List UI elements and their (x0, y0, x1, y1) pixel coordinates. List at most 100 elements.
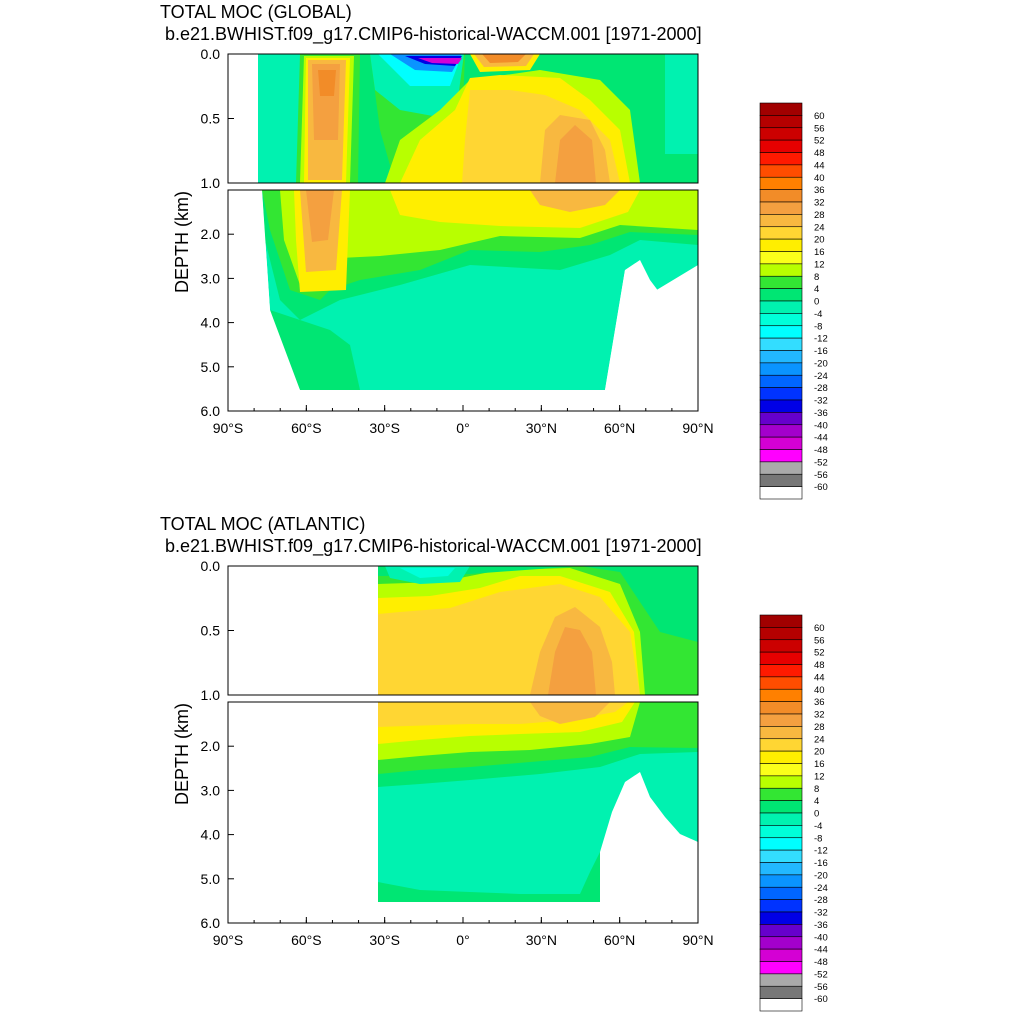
colorbar-label: -60 (814, 994, 828, 1005)
colorbar-swatch (759, 201, 803, 215)
chart-subtitle: b.e21.BWHIST.f09_g17.CMIP6-historical-WA… (165, 24, 702, 44)
colorbar-swatch (759, 424, 803, 438)
colorbar-label: 4 (814, 284, 819, 295)
colorbar-label: 44 (814, 672, 825, 683)
colorbar-swatch (759, 911, 803, 925)
x-tick-label: 0° (456, 932, 469, 948)
colorbar-swatch (759, 300, 803, 314)
colorbar-label: 28 (814, 722, 825, 733)
colorbar-swatch (759, 862, 803, 876)
colorbar-label: 60 (814, 111, 825, 122)
colorbar-label: -4 (814, 309, 822, 320)
colorbar-swatch (759, 763, 803, 777)
colorbar-swatch (759, 664, 803, 678)
colorbar-swatch (759, 812, 803, 826)
colorbar-label: -44 (814, 945, 828, 956)
y-tick-label: 2.0 (201, 226, 221, 242)
y-tick-label: 4.0 (201, 315, 221, 331)
colorbar-label: 28 (814, 210, 825, 221)
y-tick-label: 0.0 (201, 558, 221, 574)
colorbar-swatch (759, 775, 803, 789)
y-tick-label: 0.5 (201, 111, 221, 127)
colorbar-label: 52 (814, 136, 825, 147)
colorbar-label: -48 (814, 957, 828, 968)
colorbar-label: -12 (814, 846, 828, 857)
chart-subtitle: b.e21.BWHIST.f09_g17.CMIP6-historical-WA… (165, 536, 702, 556)
colorbar-label: 0 (814, 809, 819, 820)
axes-atlantic: 90°S 60°S 30°S 0° 30°N 60°N 90°N 0.0 0.5 1.0 2.0 3.… (201, 558, 714, 948)
colorbar-swatch (759, 886, 803, 900)
x-tick-label: 60°N (604, 420, 635, 436)
colorbar-label: -44 (814, 433, 828, 444)
colorbar-swatch (759, 164, 803, 178)
colorbar-label: -52 (814, 969, 828, 980)
colorbar-swatch (759, 936, 803, 950)
colorbar-swatch (759, 627, 803, 641)
colorbar-swatch (759, 639, 803, 653)
colorbar-label: 40 (814, 685, 825, 696)
chart-title: TOTAL MOC (ATLANTIC) (160, 514, 366, 534)
colorbar-swatch (759, 688, 803, 702)
colorbar-swatch (759, 614, 803, 628)
colorbar-swatch (759, 948, 803, 962)
colorbar-swatch (759, 473, 803, 487)
x-tick-label: 60°S (291, 420, 322, 436)
colorbar-label: -36 (814, 408, 828, 419)
x-tick-label: 60°S (291, 932, 322, 948)
moc-chart-atlantic: 90°S 60°S 30°S 0° 30°N 60°N 90°N 0.0 0.5 1.0 2.0 3.… (172, 558, 828, 1012)
y-axis-label: DEPTH (km) (172, 191, 192, 293)
colorbar-swatch (759, 387, 803, 401)
colorbar-swatch (759, 849, 803, 863)
colorbar-label: -60 (814, 482, 828, 493)
upper-cell-28 (555, 125, 596, 183)
colorbar-swatch (759, 313, 803, 327)
colorbar-label: 0 (814, 297, 819, 308)
colorbar-label: 12 (814, 259, 825, 270)
colorbar-label: -40 (814, 420, 828, 431)
colorbar-swatch (759, 436, 803, 450)
colorbar-swatch (759, 176, 803, 190)
moc-chart-global: 90°S 60°S 30°S 0° 30°N 60°N 90°N 0.0 0.5 1.0 2.0 3.… (172, 46, 828, 500)
colorbar-label: 20 (814, 747, 825, 758)
surface-neg-8 (400, 568, 455, 578)
colorbar-swatch (759, 152, 803, 166)
x-tick-label: 0° (456, 420, 469, 436)
colorbar-label: 8 (814, 784, 819, 795)
y-tick-label: 3.0 (201, 782, 221, 798)
colorbar-swatch (759, 924, 803, 938)
seafloor-mask (228, 902, 698, 923)
lower-depth-contours (228, 190, 698, 411)
chart-panel-global: TOTAL MOC (GLOBAL) b.e21.BWHIST.f09_g17.… (160, 2, 828, 500)
colorbar-label: 60 (814, 623, 825, 634)
y-tick-label: 5.0 (201, 871, 221, 887)
x-tick-label: 30°S (369, 420, 400, 436)
colorbar-swatch (759, 874, 803, 888)
colorbar-swatch (759, 461, 803, 475)
colorbar-label: -28 (814, 383, 828, 394)
colorbar-label: -56 (814, 470, 828, 481)
colorbar-swatch (759, 139, 803, 153)
colorbar-global: 60565248444036322824201612840-4-8-12-16-… (759, 102, 828, 500)
x-tick-label: 90°S (213, 420, 244, 436)
y-tick-label: 6.0 (201, 915, 221, 931)
colorbar-label: 52 (814, 648, 825, 659)
colorbar-swatch (759, 238, 803, 252)
colorbar-atlantic: 60565248444036322824201612840-4-8-12-16-… (759, 614, 828, 1012)
colorbar-label: -48 (814, 445, 828, 456)
colorbar-swatch (759, 837, 803, 851)
colorbar-swatch (759, 214, 803, 228)
y-tick-label: 3.0 (201, 270, 221, 286)
x-tick-label: 90°N (682, 932, 713, 948)
upper-12 (378, 566, 698, 695)
y-axis-label: DEPTH (km) (172, 703, 192, 805)
trop-north-32 (482, 54, 526, 63)
colorbar-label: -56 (814, 982, 828, 993)
colorbar-swatch (759, 251, 803, 265)
colorbar-label: -12 (814, 334, 828, 345)
colorbar-label: 12 (814, 771, 825, 782)
colorbar-label: -24 (814, 371, 828, 382)
colorbar-swatch (759, 275, 803, 289)
trop-south-48 (418, 58, 462, 64)
x-tick-label: 30°N (526, 932, 557, 948)
arctic-negative (665, 54, 698, 154)
